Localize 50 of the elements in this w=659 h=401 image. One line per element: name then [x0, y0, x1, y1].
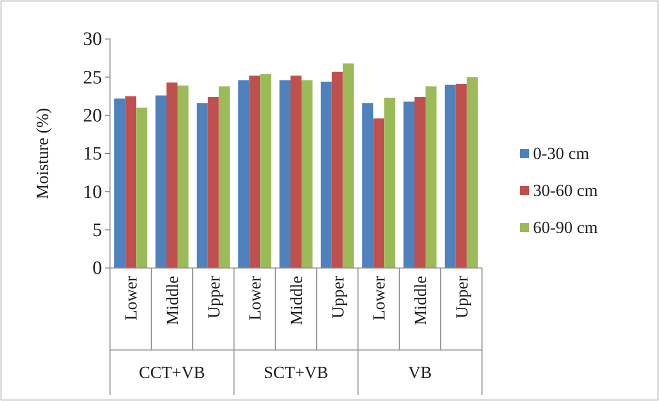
bar: [208, 97, 219, 268]
bar: [166, 82, 178, 268]
bar: [196, 103, 208, 268]
bar: [362, 103, 374, 268]
bar: [302, 80, 313, 268]
text: SCT+VB: [264, 363, 328, 382]
x-tick-label: Lower: [246, 276, 265, 320]
y-tick-label: 0: [92, 258, 102, 280]
bar: [260, 74, 272, 268]
legend-label: 30-60 cm: [533, 181, 598, 200]
y-tick-label: 30: [83, 29, 102, 50]
bar: [444, 84, 456, 268]
x-tick-label: Upper: [452, 276, 472, 318]
bar: [155, 95, 166, 268]
y-tick-label: 5: [92, 220, 102, 241]
bar: [290, 76, 302, 268]
bar: [249, 76, 260, 268]
y-tick-label: 10: [83, 182, 102, 203]
x-tick-label: Middle: [411, 276, 430, 326]
bar: [136, 108, 148, 268]
text: CCT+VB: [138, 363, 206, 382]
y-tick-label: 15: [83, 144, 102, 165]
x-tick-label: Upper: [204, 276, 224, 318]
bar: [403, 102, 414, 268]
legend-label: 60-90 cm: [533, 218, 598, 237]
bar: [218, 86, 230, 268]
bar: [320, 82, 332, 268]
legend-label: 0-30 cm: [533, 144, 590, 163]
y-tick-label: 25: [83, 67, 102, 88]
bar: [332, 72, 343, 268]
bar: [178, 86, 189, 268]
bar: [466, 77, 478, 268]
x-tick-label: Upper: [328, 276, 348, 318]
text: VB: [408, 363, 432, 382]
bar: [414, 97, 426, 268]
x-tick-label: Lower: [122, 276, 141, 320]
bar: [279, 80, 290, 268]
bar: [238, 80, 250, 268]
x-tick-label: Middle: [287, 276, 306, 326]
bar: [373, 118, 384, 268]
y-tick-label: 20: [83, 105, 102, 126]
bar: [426, 86, 437, 268]
y-axis-title: Moisture (%): [33, 108, 52, 200]
x-tick-label: Lower: [370, 276, 389, 320]
bar: [456, 84, 467, 268]
x-tick-label: Middle: [163, 276, 182, 326]
bar: [125, 96, 136, 268]
bar: [342, 63, 354, 268]
bar: [384, 98, 396, 268]
bar: [114, 98, 126, 268]
